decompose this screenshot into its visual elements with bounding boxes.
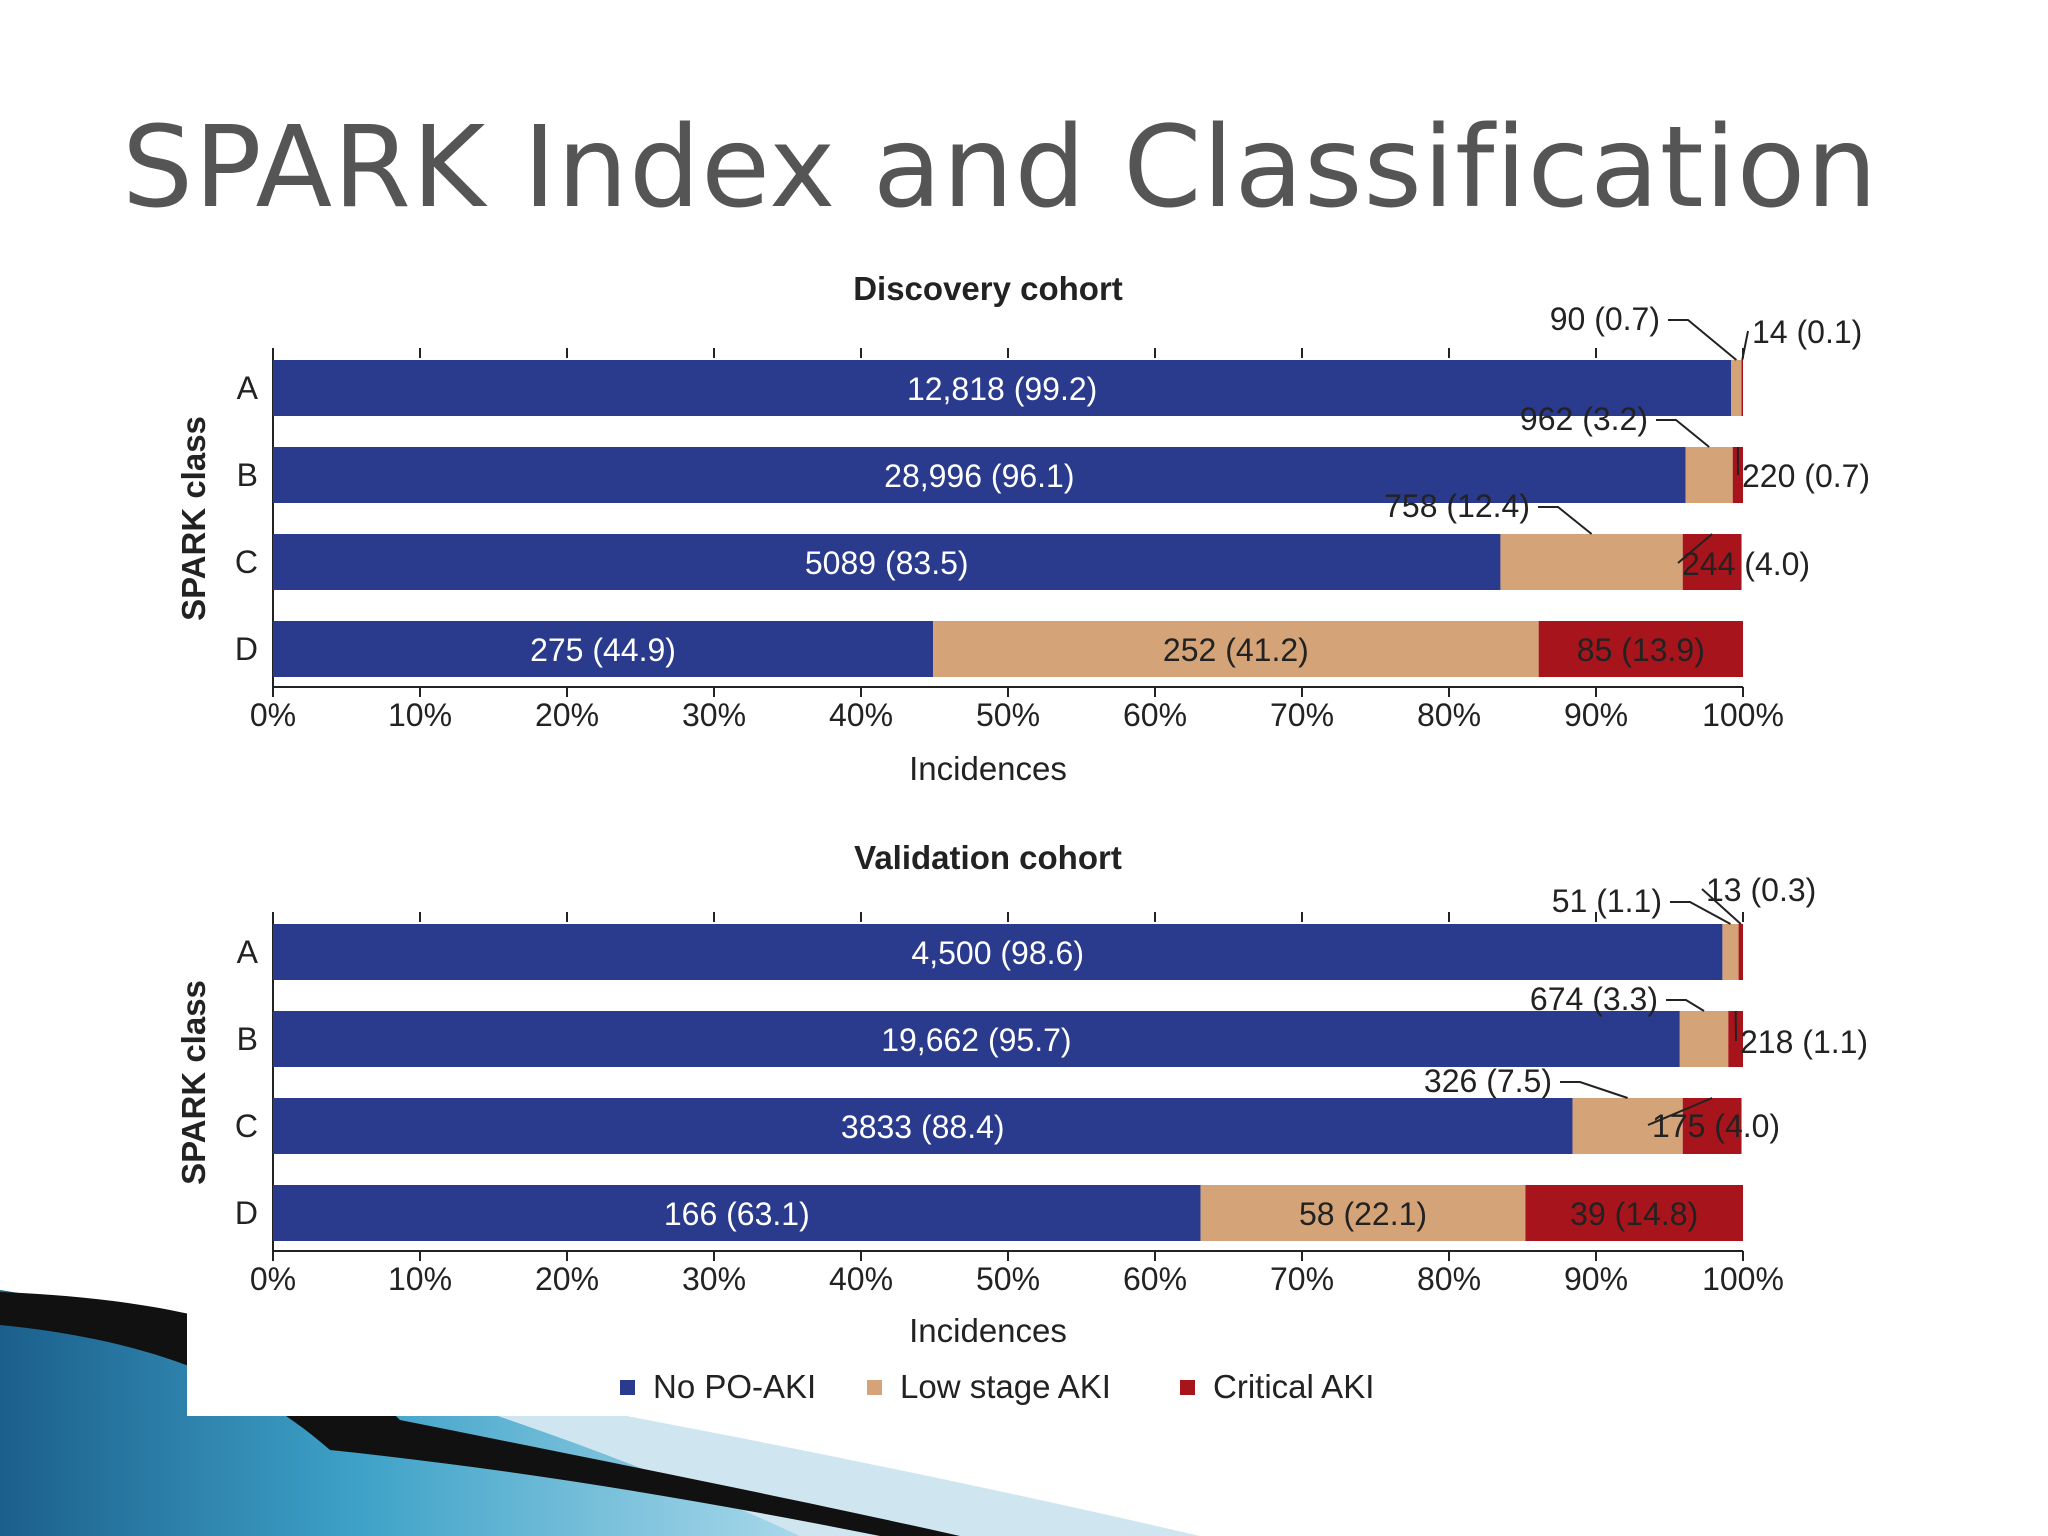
data-label: 175 (4.0)	[1652, 1108, 1780, 1144]
x-tick-label: 50%	[976, 1261, 1040, 1297]
x-tick-label: 0%	[250, 697, 296, 733]
bar-segment	[273, 621, 934, 677]
x-tick-label: 90%	[1564, 1261, 1628, 1297]
x-tick-label: 40%	[829, 1261, 893, 1297]
category-label: C	[235, 1108, 258, 1144]
x-tick-label: 40%	[829, 697, 893, 733]
legend-swatch	[867, 1380, 882, 1395]
x-tick-label: 30%	[682, 697, 746, 733]
bar-segment	[273, 447, 1686, 503]
x-tick-label: 90%	[1564, 697, 1628, 733]
data-label: 3833 (88.4)	[841, 1109, 1005, 1145]
callout-line	[1668, 319, 1738, 361]
data-label: 13 (0.3)	[1706, 872, 1816, 908]
bar-segment	[1679, 1011, 1729, 1067]
x-tick-label: 20%	[535, 697, 599, 733]
legend-label: No PO-AKI	[653, 1368, 816, 1405]
callout-line	[1560, 1081, 1628, 1099]
bar-segment	[273, 1011, 1680, 1067]
bar-segment	[273, 360, 1732, 416]
legend-label: Low stage AKI	[900, 1368, 1111, 1405]
category-label: B	[237, 457, 258, 493]
slide-title: SPARK Index and Classification	[122, 103, 1879, 233]
x-tick-label: 100%	[1702, 1261, 1784, 1297]
data-label: 166 (63.1)	[664, 1196, 810, 1232]
x-axis-label: Incidences	[909, 1312, 1067, 1349]
bar-segment	[1722, 924, 1739, 980]
callout-line	[1647, 1097, 1713, 1126]
data-label: 19,662 (95.7)	[881, 1022, 1071, 1058]
x-tick-label: 60%	[1123, 1261, 1187, 1297]
data-label: 5089 (83.5)	[805, 545, 969, 581]
category-label: D	[235, 631, 258, 667]
callout-line	[1656, 419, 1710, 448]
bar-segment	[1200, 1185, 1526, 1241]
category-label: A	[237, 370, 259, 406]
data-label: 674 (3.3)	[1530, 981, 1658, 1017]
bar-segment	[273, 1185, 1201, 1241]
data-label: 275 (44.9)	[530, 632, 676, 668]
data-label: 58 (22.1)	[1299, 1196, 1427, 1232]
data-label: 326 (7.5)	[1424, 1063, 1552, 1099]
data-label: 244 (4.0)	[1682, 546, 1810, 582]
bar-segment	[1538, 621, 1743, 677]
data-label: 85 (13.9)	[1577, 632, 1705, 668]
legend-label: Critical AKI	[1213, 1368, 1374, 1405]
x-tick-label: 50%	[976, 697, 1040, 733]
data-label: 218 (1.1)	[1740, 1024, 1868, 1060]
data-label: 39 (14.8)	[1570, 1196, 1698, 1232]
bar-segment	[1685, 447, 1733, 503]
x-tick-label: 80%	[1417, 697, 1481, 733]
callout-line	[1741, 330, 1749, 361]
chart-title: Validation cohort	[854, 839, 1122, 876]
data-label: 51 (1.1)	[1552, 883, 1662, 919]
data-label: 28,996 (96.1)	[884, 458, 1074, 494]
data-label: 90 (0.7)	[1550, 301, 1660, 337]
category-label: D	[235, 1195, 258, 1231]
x-tick-label: 70%	[1270, 697, 1334, 733]
bar-segment	[273, 534, 1501, 590]
callout-line	[1701, 888, 1742, 925]
category-label: A	[237, 934, 259, 970]
bar-segment	[1731, 360, 1742, 416]
x-tick-label: 30%	[682, 1261, 746, 1297]
bar-segment	[933, 621, 1539, 677]
legend-swatch	[620, 1380, 635, 1395]
data-label: 252 (41.2)	[1163, 632, 1309, 668]
callout-line	[1666, 999, 1705, 1012]
callout-line	[1538, 506, 1593, 535]
legend-swatch	[1180, 1380, 1195, 1395]
data-label: 4,500 (98.6)	[911, 935, 1084, 971]
data-label: 758 (12.4)	[1384, 488, 1530, 524]
chart-title: Discovery cohort	[853, 270, 1123, 307]
bar-segment	[1682, 534, 1742, 590]
data-label: 220 (0.7)	[1742, 458, 1870, 494]
bar-segment	[1738, 924, 1743, 980]
x-tick-label: 10%	[388, 1261, 452, 1297]
x-tick-label: 60%	[1123, 697, 1187, 733]
bar-segment	[1741, 360, 1743, 416]
x-axis-label: Incidences	[909, 750, 1067, 787]
category-label: C	[235, 544, 258, 580]
bar-segment	[1572, 1098, 1683, 1154]
x-tick-label: 10%	[388, 697, 452, 733]
callout-line	[1670, 901, 1731, 925]
y-axis-label: SPARK class	[175, 416, 212, 621]
bar-segment	[273, 1098, 1573, 1154]
bar-segment	[273, 924, 1723, 980]
data-label: 962 (3.2)	[1520, 401, 1648, 437]
bar-segment	[1525, 1185, 1743, 1241]
bar-segment	[1500, 534, 1683, 590]
data-label: 12,818 (99.2)	[907, 371, 1097, 407]
data-label: 14 (0.1)	[1752, 314, 1862, 350]
callout-line	[1677, 533, 1713, 564]
x-tick-label: 100%	[1702, 697, 1784, 733]
x-tick-label: 70%	[1270, 1261, 1334, 1297]
y-axis-label: SPARK class	[175, 980, 212, 1185]
category-label: B	[237, 1021, 258, 1057]
x-tick-label: 20%	[535, 1261, 599, 1297]
x-tick-label: 0%	[250, 1261, 296, 1297]
x-tick-label: 80%	[1417, 1261, 1481, 1297]
